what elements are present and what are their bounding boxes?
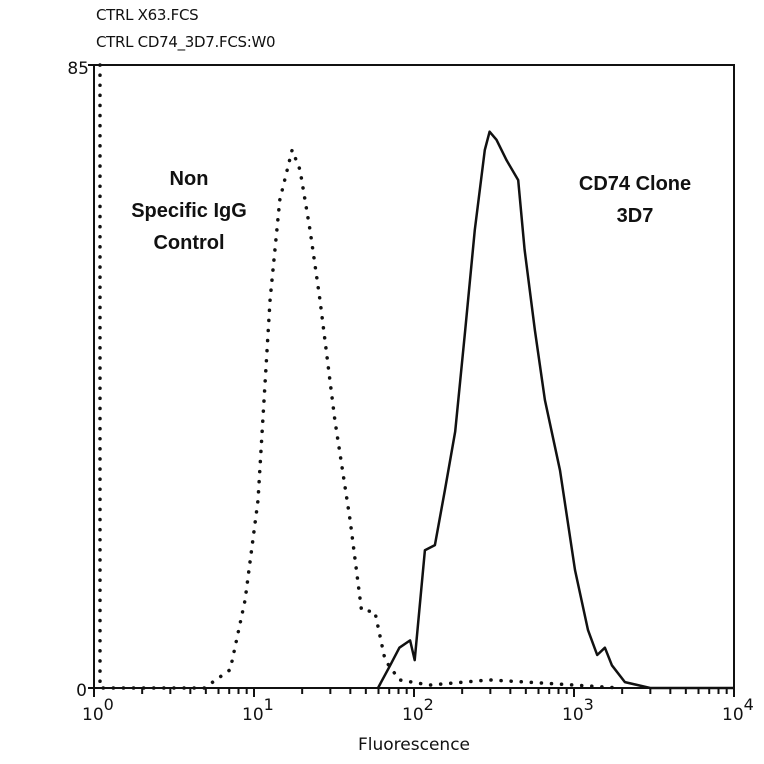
- x-axis-label: Fluorescence: [358, 735, 470, 755]
- x-tick-label: 100: [82, 695, 114, 725]
- annotation-control-line2: Specific IgG: [131, 200, 247, 222]
- y-tick-label-0: 0: [76, 681, 87, 701]
- annotation-cd74-line1: CD74 Clone: [579, 173, 691, 195]
- series-cd74-3d7: [376, 130, 734, 690]
- annotation-cd74-line2: 3D7: [617, 205, 654, 227]
- annotation-control-line1: Non: [170, 168, 209, 190]
- annotation-control-line3: Control: [153, 232, 224, 254]
- plot-frame: [93, 64, 735, 689]
- x-tick-label: 103: [562, 695, 594, 725]
- file-label-control: CTRL X63.FCS: [96, 6, 199, 24]
- x-tick-label: 104: [722, 695, 754, 725]
- y-tick-label-85: 85: [67, 59, 89, 79]
- file-label-cd74: CTRL CD74_3D7.FCS:W0: [96, 33, 276, 51]
- x-tick-label: 101: [242, 695, 274, 725]
- x-tick-label: 102: [402, 695, 434, 725]
